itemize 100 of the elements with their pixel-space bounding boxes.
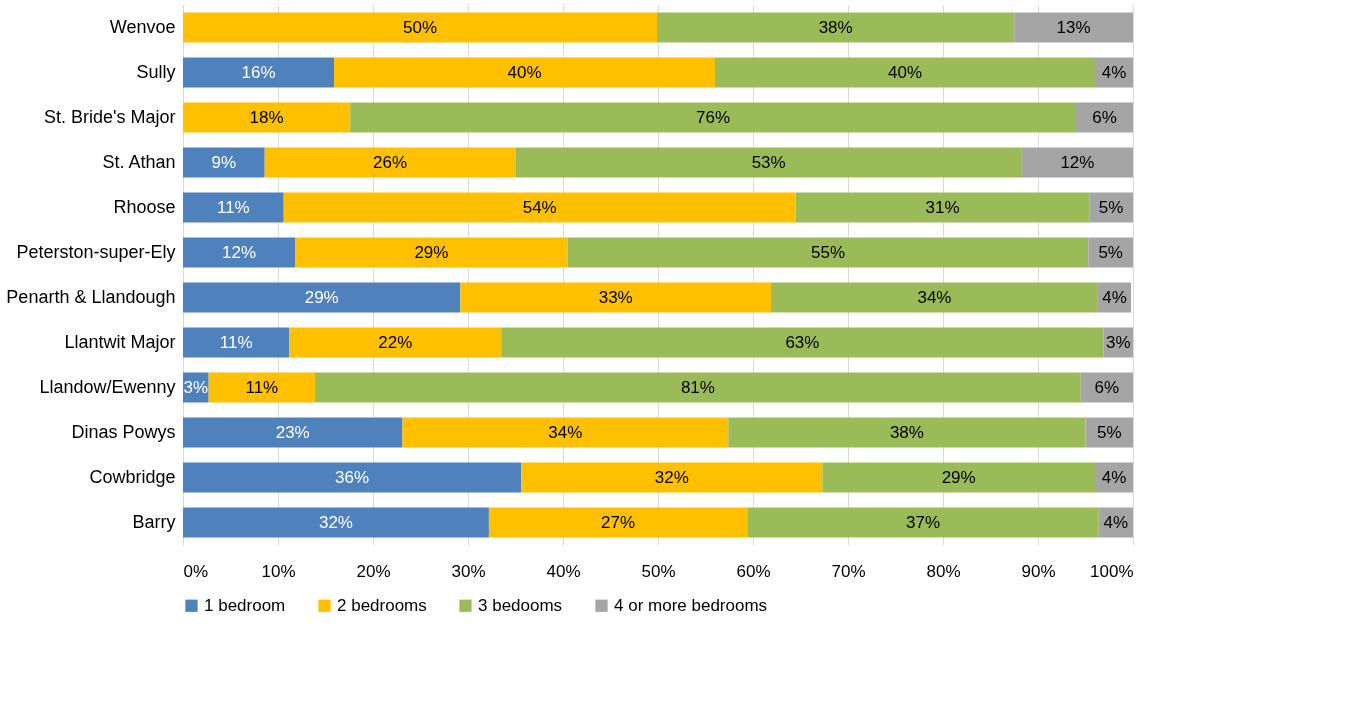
data-label: 76% — [696, 107, 731, 127]
data-label: 38% — [818, 17, 853, 37]
y-tick-label: Wenvoe — [109, 16, 176, 37]
bar — [728, 417, 1086, 448]
data-label: 13% — [1056, 17, 1091, 37]
data-label: 3% — [1105, 332, 1131, 352]
data-label: 5% — [1098, 197, 1124, 217]
data-label: 5% — [1098, 242, 1123, 262]
data-label: 81% — [680, 377, 715, 397]
data-label: 4% — [1103, 512, 1129, 532]
x-tick-label: 60% — [736, 561, 771, 581]
data-label: 53% — [751, 152, 786, 172]
bar — [521, 462, 823, 493]
data-label: 32% — [318, 512, 353, 532]
y-tick-label: Llantwit Major — [64, 331, 176, 352]
x-tick-label: 40% — [546, 561, 581, 581]
bar — [657, 12, 1015, 43]
bar — [183, 282, 461, 313]
bar — [183, 57, 335, 88]
bar — [183, 192, 284, 223]
data-label: 5% — [1096, 422, 1122, 442]
x-tick-label: 20% — [356, 561, 391, 581]
y-tick-label: Barry — [132, 511, 176, 532]
bar — [795, 192, 1090, 223]
bar — [822, 462, 1095, 493]
bar — [402, 417, 729, 448]
legend-label: 2 bedrooms — [337, 595, 427, 615]
data-label: 6% — [1092, 107, 1117, 127]
data-label: 23% — [275, 422, 310, 442]
x-tick-label: 50% — [641, 561, 676, 581]
bar — [264, 147, 516, 178]
bar — [183, 507, 489, 538]
y-tick-label: St. Bride's Major — [44, 106, 176, 127]
data-label: 31% — [925, 197, 960, 217]
bar — [771, 282, 1098, 313]
data-label: 54% — [522, 197, 557, 217]
data-label: 40% — [507, 62, 542, 82]
data-label: 63% — [785, 332, 820, 352]
bar — [501, 327, 1104, 358]
data-label: 29% — [414, 242, 449, 262]
bar — [208, 372, 316, 403]
x-tick-label: 80% — [926, 561, 961, 581]
bar — [1014, 12, 1133, 43]
data-label: 33% — [598, 287, 633, 307]
y-tick-label: Cowbridge — [89, 466, 176, 487]
y-tick-label: Rhoose — [113, 196, 176, 217]
y-tick-label: Sully — [136, 61, 176, 82]
bar — [183, 417, 403, 448]
data-label: 34% — [548, 422, 583, 442]
data-label: 27% — [601, 512, 636, 532]
y-tick-label: Peterston-super-Ely — [16, 241, 176, 262]
bar — [488, 507, 748, 538]
data-label: 22% — [378, 332, 413, 352]
data-label: 38% — [889, 422, 924, 442]
data-label: 6% — [1094, 377, 1120, 397]
legend-label: 3 bedooms — [478, 595, 563, 615]
x-tick-label: 30% — [451, 561, 486, 581]
legend-label: 1 bedroom — [204, 595, 286, 615]
bar — [283, 192, 796, 223]
y-tick-label: Dinas Powys — [71, 421, 176, 442]
bar — [183, 147, 265, 178]
data-label: 36% — [335, 467, 370, 487]
legend-label: 4 or more bedrooms — [614, 595, 768, 615]
bar — [1021, 147, 1133, 178]
data-label: 11% — [245, 377, 279, 397]
x-tick-label: 70% — [831, 561, 866, 581]
data-label: 29% — [304, 287, 339, 307]
data-label: 11% — [219, 332, 253, 352]
data-label: 34% — [917, 287, 952, 307]
data-label: 18% — [249, 107, 284, 127]
data-label: 9% — [211, 152, 237, 172]
bar — [183, 327, 290, 358]
bar — [515, 147, 1022, 178]
data-label: 16% — [241, 62, 276, 82]
data-label: 37% — [906, 512, 941, 532]
x-tick-label: 0% — [183, 561, 209, 581]
bar — [315, 372, 1081, 403]
data-label: 4% — [1101, 467, 1127, 487]
bar — [289, 327, 502, 358]
bar — [183, 12, 658, 43]
data-label: 26% — [373, 152, 408, 172]
bar — [460, 282, 772, 313]
data-label: 12% — [1060, 152, 1095, 172]
y-tick-label: St. Athan — [102, 151, 176, 172]
bar — [334, 57, 715, 88]
bar — [567, 237, 1089, 268]
x-tick-label: 90% — [1021, 561, 1056, 581]
data-label: 40% — [887, 62, 923, 82]
bar — [183, 462, 522, 493]
x-tick-label: 10% — [261, 561, 296, 581]
y-tick-label: Llandow/Ewenny — [39, 376, 176, 397]
bar — [747, 507, 1099, 538]
bar — [715, 57, 1095, 88]
x-tick-label: 100% — [1090, 561, 1134, 581]
data-label: 29% — [941, 467, 976, 487]
bar — [350, 102, 1076, 133]
bar — [183, 102, 351, 133]
data-label: 50% — [403, 17, 438, 37]
y-tick-label: Penarth & Llandough — [6, 286, 176, 307]
bar — [183, 237, 296, 268]
